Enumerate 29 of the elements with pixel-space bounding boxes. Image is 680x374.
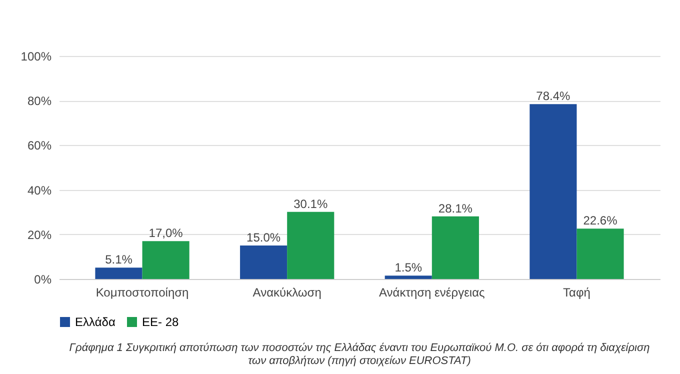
data-label: 5.1%: [105, 252, 133, 267]
y-tick-label: 20%: [27, 228, 52, 242]
data-label: 17,0%: [148, 226, 184, 240]
y-tick-label: 0%: [34, 272, 52, 286]
data-label: 1.5%: [394, 260, 422, 275]
bar: [576, 228, 624, 279]
data-label: 28.1%: [438, 201, 473, 216]
bar: [240, 246, 288, 279]
bar: [142, 241, 190, 279]
data-label: 30.1%: [294, 196, 328, 211]
y-tick-label: 40%: [27, 183, 52, 198]
legend-label: ΕΕ- 28: [142, 315, 180, 329]
y-tick-label: 80%: [27, 94, 52, 108]
data-label: 78.4%: [536, 89, 571, 104]
data-label: 22.6%: [583, 214, 618, 228]
bar: [287, 212, 334, 279]
y-tick-label: 60%: [27, 138, 52, 153]
legend-label: Ελλάδα: [75, 315, 116, 329]
bar: [432, 216, 479, 279]
data-label: 15.0%: [246, 230, 281, 245]
text: Γράφημα 1 Συγκριτική αποτύπωση των ποσοστών της Ελλάδας έναντι του Ευρωπαϊκού Μ.Ο. σε ότι αφορά τη διαχείριση των αποβλήτων (πηγή στοιχείων EUROSTAT): [69, 342, 650, 367]
x-tick-label: Ανακύκλωση: [252, 286, 322, 300]
bar: [530, 104, 577, 279]
x-tick-label: Ταφή: [563, 286, 590, 300]
bar: [95, 268, 142, 279]
bar: [384, 276, 432, 279]
x-tick-label: Κομποστοποίηση: [96, 286, 189, 300]
y-tick-label: 100%: [20, 50, 52, 64]
x-tick-label: Ανάκτηση ενέργειας: [378, 286, 486, 300]
